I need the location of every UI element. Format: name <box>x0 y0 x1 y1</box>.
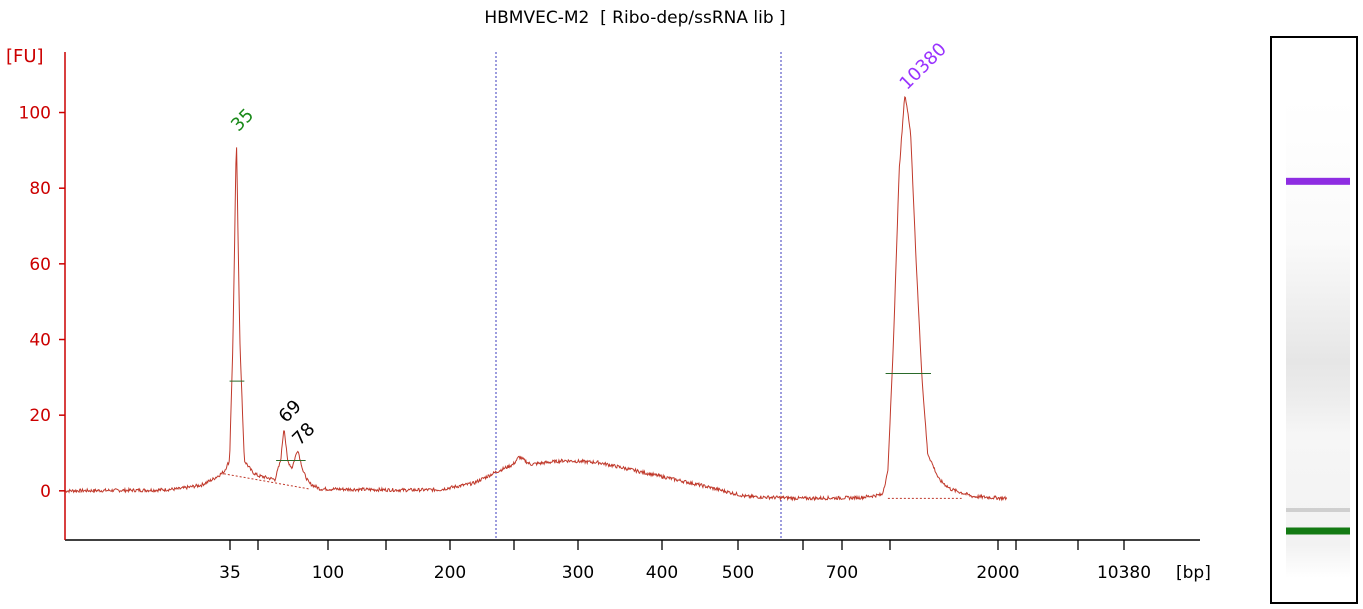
chart-title: HBMVEC-M2 [ Ribo-dep/ssRNA lib ] <box>484 8 786 28</box>
y-tick-label: 80 <box>29 179 51 199</box>
peak-label: 35 <box>227 105 258 136</box>
y-axis-label: [FU] <box>6 46 44 67</box>
electropherogram-plot: [FU] 0 20 40 60 80 100 35 100 200 300 400 500 700 2000… <box>6 39 1211 583</box>
y-tick-label: 0 <box>40 482 51 502</box>
x-tick-label: 100 <box>312 563 344 583</box>
gel-band-lower-marker <box>1286 527 1350 535</box>
y-tick-label: 40 <box>29 331 51 351</box>
peak-label: 10380 <box>896 39 951 94</box>
x-tick-label: 10380 <box>1097 563 1151 583</box>
peak-baseline <box>223 473 310 490</box>
x-tick-label: 2000 <box>976 563 1019 583</box>
y-tick-label: 20 <box>29 406 51 426</box>
gel-lane-background <box>1286 98 1350 578</box>
x-tick-label: 400 <box>646 563 678 583</box>
y-tick-label: 100 <box>19 104 51 124</box>
gel-lane-image <box>1286 98 1350 578</box>
y-tick-label: 60 <box>29 255 51 275</box>
gel-band-upper-marker <box>1286 177 1350 185</box>
electropherogram-trace <box>64 96 1008 502</box>
x-tick-label: 700 <box>826 563 858 583</box>
gel-lane-panel <box>1270 36 1358 604</box>
x-tick-label: 200 <box>434 563 466 583</box>
x-tick-label: 35 <box>219 563 241 583</box>
x-tick-label: 300 <box>562 563 594 583</box>
x-axis-label: [bp] <box>1176 563 1211 583</box>
gel-faint-band <box>1286 508 1350 512</box>
x-tick-label: 500 <box>722 563 754 583</box>
